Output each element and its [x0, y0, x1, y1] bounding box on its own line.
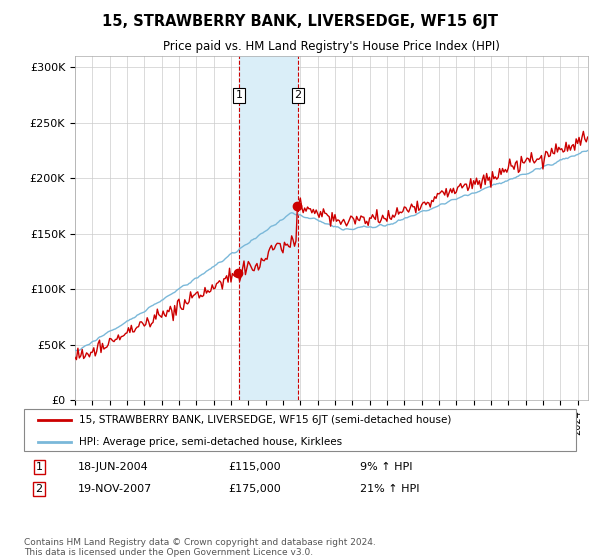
Text: 2: 2: [35, 484, 43, 494]
Text: 15, STRAWBERRY BANK, LIVERSEDGE, WF15 6JT: 15, STRAWBERRY BANK, LIVERSEDGE, WF15 6J…: [102, 14, 498, 29]
Text: 21% ↑ HPI: 21% ↑ HPI: [360, 484, 419, 494]
Text: 1: 1: [35, 462, 43, 472]
Text: 9% ↑ HPI: 9% ↑ HPI: [360, 462, 413, 472]
Text: HPI: Average price, semi-detached house, Kirklees: HPI: Average price, semi-detached house,…: [79, 437, 343, 446]
FancyBboxPatch shape: [24, 409, 576, 451]
Text: 19-NOV-2007: 19-NOV-2007: [78, 484, 152, 494]
Text: £175,000: £175,000: [228, 484, 281, 494]
Text: 1: 1: [235, 90, 242, 100]
Text: 2: 2: [295, 90, 302, 100]
Text: £115,000: £115,000: [228, 462, 281, 472]
Title: Price paid vs. HM Land Registry's House Price Index (HPI): Price paid vs. HM Land Registry's House …: [163, 40, 500, 53]
Text: 15, STRAWBERRY BANK, LIVERSEDGE, WF15 6JT (semi-detached house): 15, STRAWBERRY BANK, LIVERSEDGE, WF15 6J…: [79, 415, 452, 425]
Text: 18-JUN-2004: 18-JUN-2004: [78, 462, 149, 472]
Text: Contains HM Land Registry data © Crown copyright and database right 2024.
This d: Contains HM Land Registry data © Crown c…: [24, 538, 376, 557]
Bar: [239, 56, 298, 400]
